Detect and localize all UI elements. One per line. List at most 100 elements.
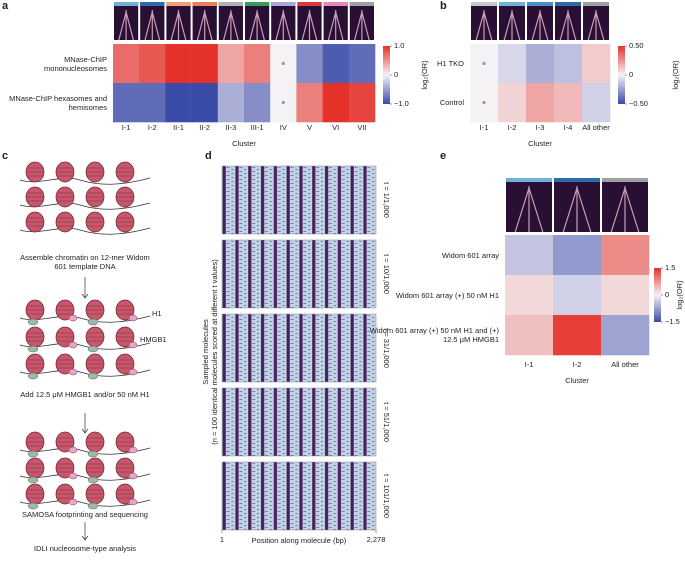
molecule-panel: [221, 387, 377, 457]
molecule-panel: [221, 461, 377, 531]
row-label: H1 TKO: [437, 59, 464, 68]
cluster-color-strip: [499, 2, 525, 6]
heatmap-cell: [526, 44, 555, 84]
heatmap-cell: [526, 83, 555, 123]
colorbar-tick-label: 0: [629, 70, 633, 79]
dna-wrap: [117, 332, 133, 342]
cluster-color-strip: [506, 178, 552, 182]
colorbar-title: log₂(OR): [671, 60, 680, 90]
colorbar-tick-label: 0.50: [629, 41, 644, 50]
heatmap-cell: [498, 83, 527, 123]
row-label: MNase-ChIP hexasomes and hemisomes: [9, 93, 107, 112]
colorbar: [618, 46, 625, 104]
dna-wrap: [87, 217, 103, 227]
heatmap-cell: [348, 44, 376, 84]
x-tick-label: VI: [332, 123, 339, 132]
cluster-color-strip: [555, 2, 581, 6]
heatmap-cell: [554, 44, 583, 84]
h1-protein: [68, 314, 78, 322]
dna-wrap: [57, 305, 73, 315]
colorbar-tick-label: 0: [394, 70, 398, 79]
thumbnail-signal: [531, 9, 549, 41]
heatmap-cell: [322, 44, 350, 84]
dna-wrap: [87, 359, 103, 369]
h1-protein: [68, 498, 78, 506]
heatmap-cell: [244, 83, 271, 123]
thumbnail-signal: [587, 9, 605, 41]
x-tick-label: I-4: [564, 123, 573, 132]
x-axis-title: Position along molecule (bp): [252, 536, 347, 545]
dna-wrap: [87, 167, 103, 177]
dna-wrap: [117, 437, 133, 447]
thumbnail-signal: [249, 9, 265, 41]
hmgb1-protein: [87, 476, 99, 484]
dna-wrap: [27, 332, 43, 342]
arrow-head: [81, 428, 89, 434]
heatmap-cell: [601, 315, 650, 356]
heatmap-cell: [601, 235, 650, 276]
h1-protein: [128, 446, 138, 454]
dna-wrap: [117, 489, 133, 499]
heatmap-cell: [554, 83, 583, 123]
x-tick-label: 2,278: [367, 535, 386, 544]
sample-label: t = 51/1,000: [382, 402, 391, 442]
heatmap-cell: [505, 315, 554, 356]
heatmap-cell: [322, 83, 350, 123]
colorbar-tick-label: 1.0: [394, 41, 404, 50]
thumbnail-signal: [196, 9, 213, 41]
x-tick-label: II-2: [199, 123, 210, 132]
thumbnail-signal: [610, 185, 640, 233]
colorbar-title: log₂(OR): [420, 60, 429, 90]
step-text: IDLI nucleosome-type analysis: [33, 544, 137, 553]
cluster-color-strip: [527, 2, 553, 6]
dna-wrap: [57, 463, 73, 473]
dna-wrap: [117, 305, 133, 315]
dna-wrap: [87, 437, 103, 447]
dna-wrap: [117, 192, 133, 202]
arrow-head: [81, 535, 89, 541]
thumbnail-signal: [559, 9, 577, 41]
sample-label: t = 10/1,000: [382, 254, 391, 294]
x-tick-label: I-2: [148, 123, 157, 132]
x-tick-label: I-3: [536, 123, 545, 132]
panel-label: e: [440, 150, 447, 162]
callout-label: HMGB1: [140, 335, 167, 344]
heatmap-cell: [217, 83, 245, 123]
heatmap-cell: [113, 83, 140, 123]
hmgb1-protein: [87, 345, 99, 353]
colorbar-tick-label: −1.0: [394, 99, 409, 108]
dna-wrap: [57, 217, 73, 227]
hmgb1-protein: [27, 502, 39, 510]
step-text: Assemble chromatin on 12-mer Widom 601 t…: [20, 253, 150, 271]
hmgb1-protein: [87, 502, 99, 510]
h1-protein: [68, 368, 78, 376]
heatmap-cell: [139, 44, 166, 84]
heatmap-cell: [113, 44, 140, 84]
molecule-panel: [221, 165, 377, 235]
dna-wrap: [57, 359, 73, 369]
not-significant-dot: [482, 100, 486, 105]
sample-label: t = 31/1,000: [382, 328, 391, 368]
x-tick-label: V: [307, 123, 312, 132]
heatmap-cell: [348, 83, 376, 123]
not-significant-dot: [482, 61, 486, 66]
dna-wrap: [87, 305, 103, 315]
h1-protein: [68, 341, 78, 349]
cluster-color-strip: [554, 178, 600, 182]
cluster-color-strip: [323, 2, 348, 6]
heatmap-cell: [191, 44, 219, 84]
not-significant-dot: [281, 100, 285, 105]
x-tick-label: I-1: [525, 360, 534, 369]
dna-wrap: [27, 305, 43, 315]
x-tick-label: I-1: [122, 123, 131, 132]
dna-wrap: [87, 489, 103, 499]
row-label: MNase-ChIP mononucleosomes: [44, 54, 107, 73]
callout-label: H1: [152, 309, 162, 318]
cluster-color-strip: [166, 2, 191, 6]
thumbnail-signal: [170, 9, 187, 41]
dna-wrap: [57, 489, 73, 499]
step-text: Add 12.5 μM HMGB1 and/or 50 nM H1: [20, 390, 150, 399]
thumbnail-signal: [144, 9, 161, 41]
